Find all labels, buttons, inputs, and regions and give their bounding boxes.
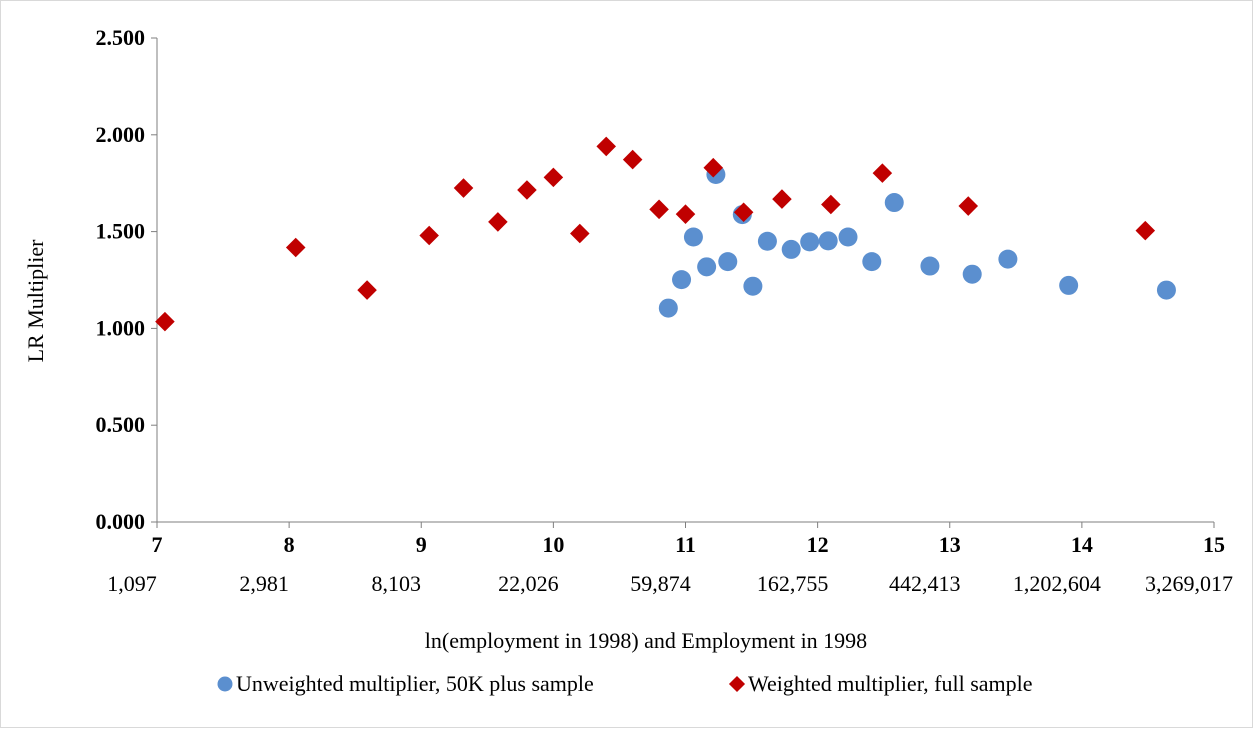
data-point — [658, 298, 678, 318]
y-axis-ticks: 0.000 0.500 1.000 1.500 2.000 2.500 — [96, 25, 157, 534]
x-tick-label: 13 — [939, 532, 961, 557]
data-point — [419, 225, 439, 246]
data-point — [517, 180, 537, 200]
legend-item: Weighted multiplier, full sample — [728, 671, 1033, 696]
data-point — [649, 199, 669, 220]
x-tick-label: 14 — [1071, 532, 1093, 557]
data-point — [743, 276, 763, 296]
data-point — [1156, 280, 1176, 300]
data-points — [155, 136, 1176, 332]
x-tick-label: 8 — [284, 532, 295, 557]
data-point — [596, 136, 616, 157]
x-secondary-label: 8,103 — [372, 571, 422, 596]
data-point — [772, 189, 792, 209]
legend-marker — [217, 676, 233, 692]
y-tick-label: 2.000 — [96, 122, 146, 147]
legend-label: Weighted multiplier, full sample — [748, 671, 1033, 696]
data-point — [672, 270, 692, 290]
data-point — [872, 163, 893, 183]
y-tick-label: 0.500 — [96, 412, 146, 437]
data-point — [821, 194, 841, 215]
x-axis-title: ln(employment in 1998) and Employment in… — [425, 628, 867, 653]
data-point — [862, 252, 882, 272]
x-secondary-label: 59,874 — [630, 571, 691, 596]
x-axis-ticks: 7 8 9 10 11 12 13 14 15 1,097 2,981 8,103 22,026 59,8… — [107, 522, 1233, 596]
x-secondary-label: 162,755 — [757, 571, 829, 596]
y-tick-label: 1.000 — [96, 315, 146, 340]
x-tick-label: 11 — [675, 532, 696, 557]
x-secondary-label: 442,413 — [889, 571, 961, 596]
x-secondary-label: 22,026 — [498, 571, 559, 596]
x-tick-label: 9 — [416, 532, 427, 557]
data-point — [998, 249, 1018, 269]
data-point — [962, 264, 982, 284]
series-weighted — [155, 136, 1156, 332]
data-point — [285, 237, 306, 258]
y-tick-label: 2.500 — [96, 25, 146, 50]
data-point — [622, 149, 643, 170]
data-point — [818, 231, 838, 251]
data-point — [703, 157, 724, 178]
legend: Unweighted multiplier, 50K plus sample We… — [217, 671, 1033, 696]
data-point — [757, 231, 777, 251]
x-tick-label: 12 — [807, 532, 829, 557]
x-secondary-label: 1,202,604 — [1013, 571, 1101, 596]
data-point — [453, 178, 474, 198]
data-point — [838, 227, 858, 247]
data-point — [1135, 220, 1156, 241]
data-point — [675, 204, 696, 224]
legend-marker — [728, 675, 746, 693]
series-unweighted — [658, 164, 1176, 318]
data-point — [697, 257, 717, 277]
x-tick-label: 15 — [1203, 532, 1225, 557]
data-point — [683, 227, 703, 247]
x-tick-label: 10 — [542, 532, 564, 557]
x-secondary-label: 1,097 — [107, 571, 157, 596]
data-point — [718, 252, 738, 272]
data-point — [488, 212, 508, 232]
x-secondary-label: 3,269,017 — [1145, 571, 1233, 596]
legend-label: Unweighted multiplier, 50K plus sample — [236, 671, 594, 696]
data-point — [570, 223, 590, 244]
data-point — [884, 193, 904, 213]
x-secondary-label: 2,981 — [239, 571, 289, 596]
y-tick-label: 0.000 — [96, 509, 146, 534]
data-point — [920, 256, 940, 276]
data-point — [543, 167, 564, 188]
data-point — [800, 232, 820, 252]
y-axis-title: LR Multiplier — [23, 239, 48, 363]
x-tick-label: 7 — [152, 532, 163, 557]
y-tick-label: 1.500 — [96, 219, 146, 244]
data-point — [958, 196, 979, 216]
data-point — [155, 311, 175, 332]
legend-item: Unweighted multiplier, 50K plus sample — [217, 671, 594, 696]
data-point — [733, 202, 754, 223]
data-point — [357, 280, 377, 300]
data-point — [781, 239, 801, 259]
data-point — [1059, 275, 1079, 295]
